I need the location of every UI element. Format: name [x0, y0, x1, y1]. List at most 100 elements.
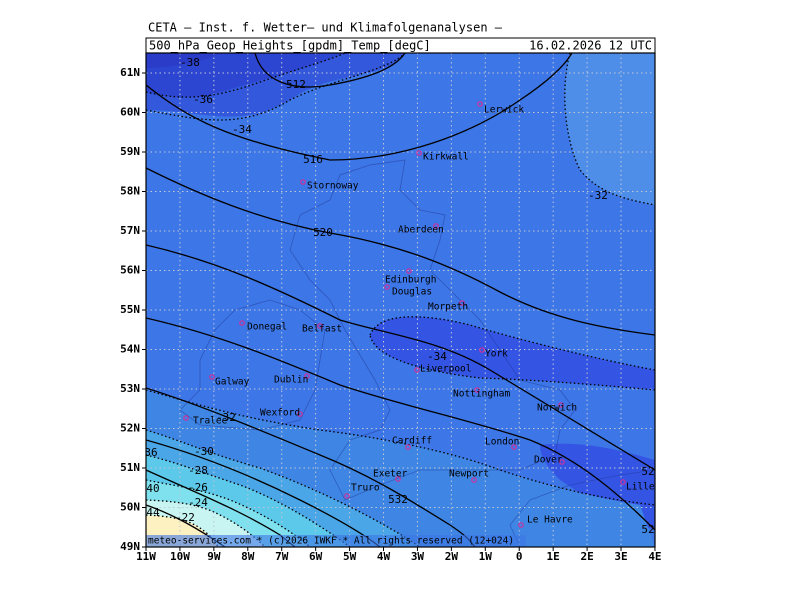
city-marker	[239, 320, 245, 326]
axes: 11W 10W 9W 8W 7W 6W 5W 4W 3W 2W 1W 0 1E 2E 3E 4E 49N 50N 5…	[120, 66, 661, 563]
city-marker	[209, 374, 215, 380]
contour-label: -22	[175, 511, 195, 524]
x-tick-label: 1W	[479, 550, 493, 563]
y-tick-label: 61N	[120, 66, 140, 79]
y-tick-label: 55N	[120, 303, 140, 316]
city-label: Cardiff	[392, 436, 432, 447]
city-marker	[304, 373, 310, 379]
city-label: Galway	[215, 377, 250, 388]
city-marker	[300, 179, 306, 185]
city-label: Wexford	[260, 408, 300, 419]
height-contour	[146, 167, 655, 336]
coast-britain	[289, 159, 576, 501]
height-contour	[146, 469, 296, 547]
city-label: Newport	[449, 469, 489, 480]
contour-label: 40	[146, 482, 159, 495]
city-label: Liverpool	[420, 364, 471, 375]
height-contour	[146, 317, 655, 531]
city-marker	[344, 493, 350, 499]
y-tick-label: 50N	[120, 501, 140, 514]
x-tick-label: 10W	[170, 550, 190, 563]
y-tick-label: 56N	[120, 264, 140, 277]
x-tick-label: 0	[516, 550, 523, 563]
city-label: Dover	[534, 455, 563, 466]
temp-contour	[146, 454, 351, 547]
city-marker	[405, 444, 411, 450]
footer: meteo-services.com * (c)2026 IWKF * All …	[148, 536, 514, 547]
city-label: Tralee	[193, 416, 228, 427]
y-tick-label: 59N	[120, 145, 140, 158]
city-marker	[317, 323, 323, 329]
contour-label: 532	[388, 493, 408, 506]
contour-label: -24	[188, 496, 208, 509]
city-label: Stornoway	[307, 181, 359, 192]
x-tick-label: 4E	[648, 550, 661, 563]
contour-label: -32	[216, 411, 236, 424]
x-tick-label: 1E	[547, 550, 560, 563]
x-tick-label: 9W	[207, 550, 221, 563]
contour-label: 516	[303, 153, 323, 166]
city-label: Norwich	[537, 403, 577, 414]
fill-coldest	[146, 53, 220, 68]
city-label: Truro	[351, 483, 380, 494]
height-contour	[254, 53, 406, 88]
header-time: 16.02.2026 12 UTC	[529, 39, 652, 53]
y-tick-label: 58N	[120, 185, 140, 198]
coast-ireland	[179, 299, 326, 431]
x-tick-label: 11W	[136, 550, 156, 563]
city-marker	[433, 223, 439, 229]
y-tick-label: 49N	[120, 540, 140, 553]
city-label: Dublin	[274, 375, 308, 386]
city-marker	[477, 101, 483, 107]
city-marker	[459, 300, 465, 306]
contour-label: -32	[588, 189, 608, 202]
city-marker	[297, 411, 303, 417]
x-tick-label: 8W	[241, 550, 255, 563]
temp-contour	[146, 53, 346, 98]
city-marker	[395, 476, 401, 482]
temp-contour	[564, 53, 655, 206]
header-title: CETA – Inst. f. Wetter– und Klimafolgena…	[148, 21, 503, 35]
labels: Lerwick Kirkwall Stornoway Aberdeen Edinburg…	[146, 56, 655, 536]
contour-label: -34	[232, 123, 252, 136]
fill-colder	[146, 53, 345, 98]
height-contour	[146, 439, 381, 547]
x-tick-label: 5W	[343, 550, 357, 563]
city-label: Lille	[626, 482, 655, 493]
contour-label: 512	[286, 78, 306, 91]
temp-contour	[146, 53, 406, 121]
y-tick-label: 53N	[120, 382, 140, 395]
contour-label: 44	[146, 506, 160, 519]
city-label: Nottingham	[453, 389, 510, 400]
city-marker	[183, 415, 189, 421]
height-contour	[146, 53, 573, 161]
height-contour	[146, 387, 476, 547]
x-tick-label: 2W	[445, 550, 459, 563]
city-label: Exeter	[373, 469, 408, 480]
grid	[146, 53, 655, 547]
city-label: Kirkwall	[423, 152, 469, 163]
x-tick-label: 3W	[411, 550, 425, 563]
y-tick-label: 51N	[120, 461, 140, 474]
city-label: Le Havre	[527, 515, 573, 526]
city-label: Morpeth	[428, 302, 468, 313]
temp-contour	[369, 316, 655, 391]
coastlines	[179, 159, 655, 547]
contour-label: -28	[188, 464, 208, 477]
contour-label: 520	[313, 226, 333, 239]
city-marker	[559, 459, 565, 465]
map-area: Lerwick Kirkwall Stornoway Aberdeen Edinburg…	[146, 53, 655, 547]
map-frame	[145, 52, 656, 548]
contour-label: -30	[194, 445, 214, 458]
city-label: Belfast	[302, 324, 342, 335]
city-marker	[511, 444, 517, 450]
city-marker	[471, 477, 477, 483]
city-label: Edinburgh	[385, 275, 436, 286]
y-tick-label: 57N	[120, 224, 140, 237]
fill-cold-blob	[370, 316, 655, 390]
contour-label: -34	[427, 350, 447, 363]
city-label: Lerwick	[484, 105, 524, 116]
contour-label: -26	[188, 481, 208, 494]
contour-label: 52	[641, 523, 654, 536]
